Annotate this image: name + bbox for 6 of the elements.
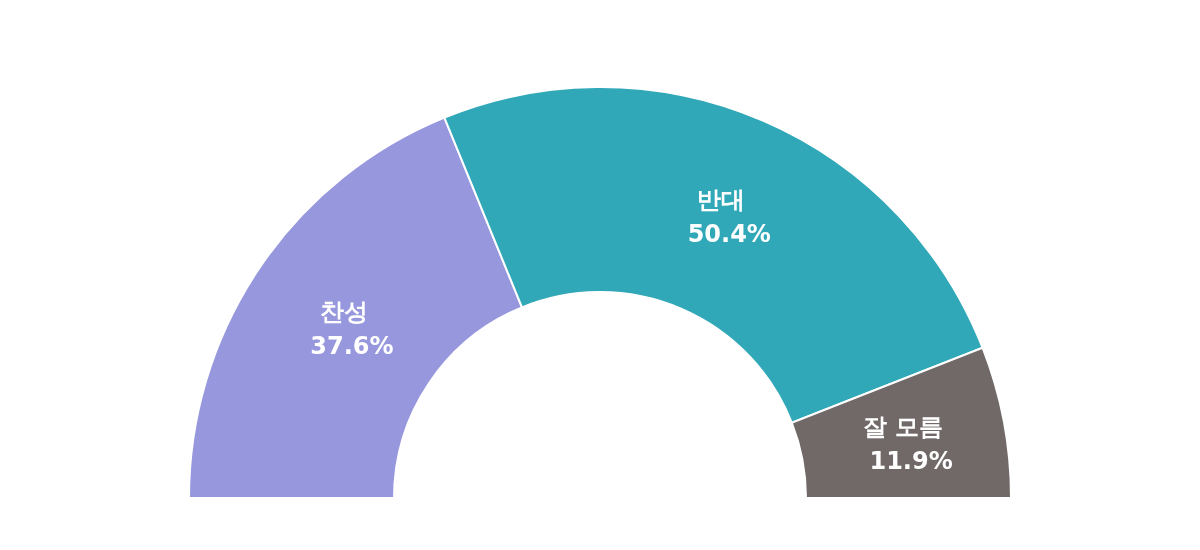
data-label: 11.9% xyxy=(869,446,953,475)
slice-label: 잘 모름 xyxy=(862,412,944,441)
data-label: 50.4% xyxy=(687,220,771,249)
slice-label: 반대 xyxy=(697,186,746,215)
data-label: 37.6% xyxy=(310,332,394,361)
slice-label: 찬성 xyxy=(319,298,368,327)
